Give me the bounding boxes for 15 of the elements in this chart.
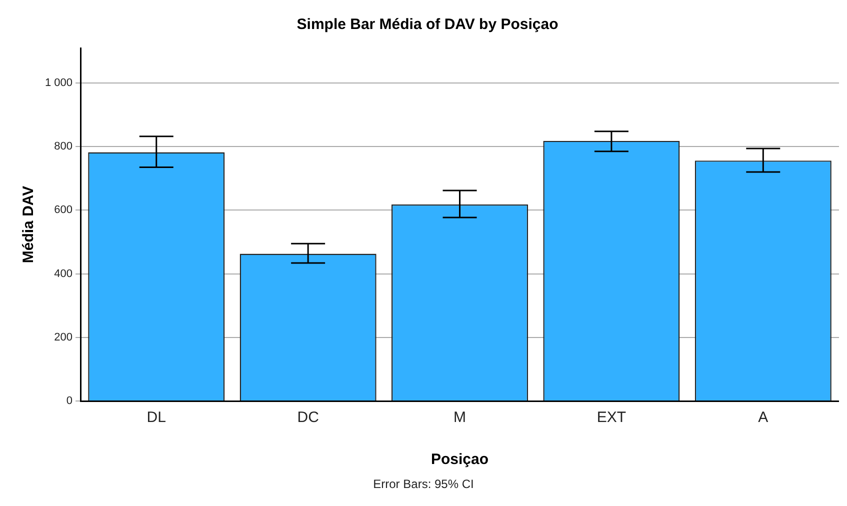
y-tick-label: 200	[54, 331, 73, 344]
x-tick-label: DC	[297, 409, 320, 426]
x-axis-title: Posiçao	[431, 451, 489, 468]
chart-title: Simple Bar Média of DAV by Posiçao	[296, 16, 558, 34]
y-tick-label: 1 000	[44, 77, 73, 90]
text: Error Bars: 95% CI	[372, 477, 475, 491]
x-tick-label: DL	[146, 409, 166, 426]
y-tick-label: 600	[54, 204, 73, 216]
x-tick-label: A	[758, 409, 768, 426]
y-axis-title: Média DAV	[20, 186, 38, 264]
x-tick-label: EXT	[596, 409, 626, 426]
y-tick-label: 0	[66, 395, 73, 408]
y-tick-label: 800	[54, 140, 73, 153]
y-tick-label: 400	[54, 268, 73, 280]
x-tick-label: M	[454, 409, 466, 426]
